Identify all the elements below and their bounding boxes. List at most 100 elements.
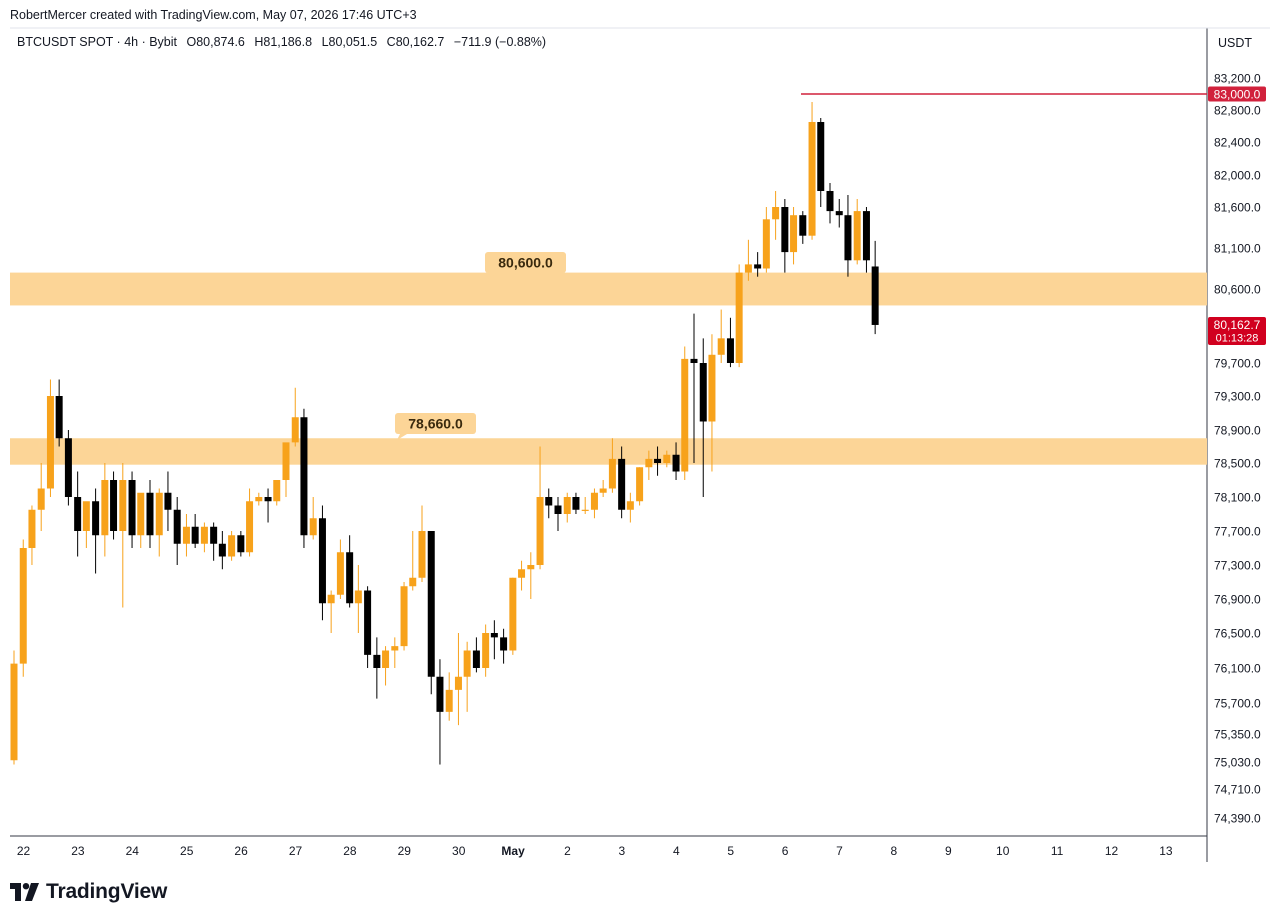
candle xyxy=(527,552,535,599)
legend-low-value: 80,051.5 xyxy=(329,35,378,49)
candle xyxy=(463,641,471,712)
candle xyxy=(518,560,526,591)
candle xyxy=(618,446,626,519)
candle-body xyxy=(826,191,834,212)
candle-body xyxy=(364,590,372,655)
candle-body xyxy=(427,531,435,677)
candle xyxy=(590,488,598,519)
candle-body xyxy=(55,396,63,439)
candle xyxy=(690,313,698,463)
candle-body xyxy=(210,526,218,544)
candle-body xyxy=(82,501,90,531)
candle xyxy=(808,102,816,240)
candle xyxy=(663,450,671,468)
candle-body xyxy=(754,264,762,269)
candle-body xyxy=(200,526,208,544)
last-price-text: 80,162.7 xyxy=(1214,318,1261,332)
candle-body xyxy=(717,338,725,355)
price-tick-label: 75,030.0 xyxy=(1214,756,1261,770)
price-tick-label: 79,700.0 xyxy=(1214,357,1261,371)
currency-label[interactable]: USDT xyxy=(1218,36,1252,50)
price-tick-label: 78,900.0 xyxy=(1214,424,1261,438)
time-tick-label: 5 xyxy=(727,844,734,858)
candle xyxy=(164,471,172,531)
candle xyxy=(82,501,90,548)
candle-body xyxy=(418,531,426,578)
time-tick-label: 3 xyxy=(619,844,626,858)
candle xyxy=(608,438,616,493)
candle xyxy=(672,442,680,480)
candle xyxy=(799,211,807,244)
time-tick-label: 10 xyxy=(996,844,1010,858)
candle xyxy=(563,492,571,523)
candle-body xyxy=(436,676,444,712)
price-tick-label: 76,500.0 xyxy=(1214,627,1261,641)
price-tick-label: 76,900.0 xyxy=(1214,593,1261,607)
legend-close-label: C xyxy=(387,35,396,49)
candle xyxy=(64,430,72,506)
candle-body xyxy=(255,497,263,502)
candle-body xyxy=(599,488,607,493)
candle-body xyxy=(354,590,362,604)
time-tick-label: 30 xyxy=(452,844,466,858)
legend-high-label: H xyxy=(254,35,263,49)
target-badge-bg xyxy=(1208,86,1266,102)
candle-body xyxy=(445,689,453,712)
candle xyxy=(645,450,653,480)
last-price-badge-bg xyxy=(1208,316,1266,345)
candle-body xyxy=(74,497,82,531)
time-tick-label: 24 xyxy=(126,844,140,858)
price-tick-label: 82,800.0 xyxy=(1214,104,1261,118)
candle xyxy=(282,442,290,497)
price-axis-ticks[interactable]: 83,200.0 82,800.0 82,400.0 82,000.0 81,600.0… xyxy=(1214,72,1261,826)
candle xyxy=(128,471,136,548)
time-tick-label: 28 xyxy=(343,844,357,858)
candle xyxy=(264,488,272,523)
plot-area[interactable] xyxy=(10,28,1207,836)
time-tick-label: 23 xyxy=(71,844,85,858)
candle xyxy=(445,672,453,721)
candle-body xyxy=(218,543,226,557)
candle xyxy=(10,650,18,765)
candle xyxy=(346,535,354,608)
candle-body xyxy=(871,266,879,325)
candle-body xyxy=(835,211,843,216)
candle xyxy=(454,633,462,726)
candle xyxy=(835,199,843,228)
candle xyxy=(772,191,780,240)
time-axis-ticks[interactable]: 22 23 24 25 26 27 28 29 30 May 2 3 4 5 6 7 8 9 10 11 12 13 xyxy=(17,844,1173,858)
candle-body xyxy=(744,264,752,273)
candle-body xyxy=(291,417,299,443)
candle xyxy=(318,505,326,621)
candle-body xyxy=(735,272,743,363)
zone-band-1 xyxy=(10,272,1207,306)
candle xyxy=(137,492,145,548)
candle xyxy=(817,118,825,207)
candle-body xyxy=(46,396,54,489)
tradingview-logo[interactable]: TradingView xyxy=(10,880,167,904)
legend-line: BTCUSDT SPOT · 4h · Bybit O80,874.6 H81,… xyxy=(17,35,546,49)
target-price-badge: 83,000.0 xyxy=(1208,86,1266,102)
candle xyxy=(762,207,770,273)
candle-body xyxy=(862,211,870,261)
candle-body xyxy=(536,497,544,565)
legend-high-value: 81,186.8 xyxy=(263,35,312,49)
candle-body xyxy=(563,497,571,514)
candle-body xyxy=(672,454,680,472)
candle-body xyxy=(336,552,344,595)
candle xyxy=(871,240,879,335)
candle xyxy=(554,497,562,531)
candle-body xyxy=(327,594,335,604)
candle-body xyxy=(472,650,480,668)
candle-body xyxy=(237,535,245,553)
candle-body xyxy=(545,497,553,506)
time-tick-label: 12 xyxy=(1105,844,1119,858)
candle-body xyxy=(690,358,698,363)
candle xyxy=(853,199,861,265)
time-tick-label: 8 xyxy=(891,844,898,858)
time-tick-label: 6 xyxy=(782,844,789,858)
candle xyxy=(309,497,317,540)
candle-body xyxy=(146,492,154,536)
candle-body xyxy=(37,488,45,510)
